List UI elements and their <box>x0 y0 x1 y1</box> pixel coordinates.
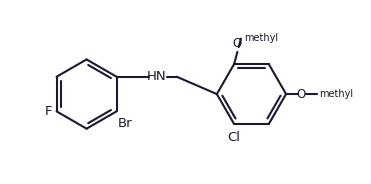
Text: O: O <box>296 88 306 101</box>
Text: HN: HN <box>147 70 167 83</box>
Text: methyl: methyl <box>319 89 353 99</box>
Text: Cl: Cl <box>228 132 241 144</box>
Text: F: F <box>45 105 52 118</box>
Text: O: O <box>233 37 242 50</box>
Text: methyl: methyl <box>244 33 278 43</box>
Text: Br: Br <box>118 117 133 130</box>
